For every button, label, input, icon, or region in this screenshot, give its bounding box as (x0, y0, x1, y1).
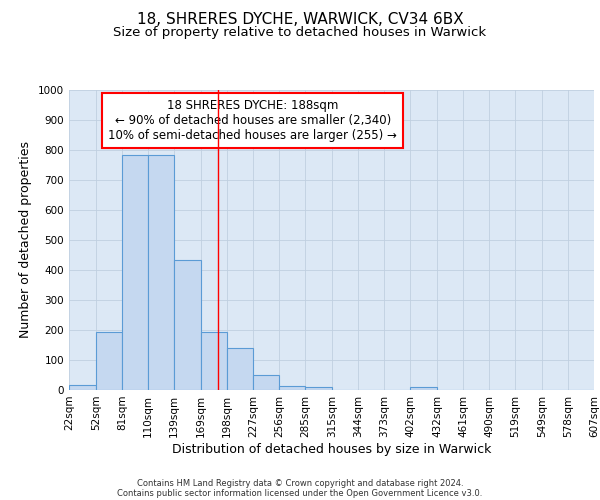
Bar (279, 386, 305, 390)
Bar (201, 332, 227, 390)
Bar (122, 154, 148, 390)
X-axis label: Distribution of detached houses by size in Warwick: Distribution of detached houses by size … (172, 442, 491, 456)
Bar (96, 332, 122, 390)
Text: Contains HM Land Registry data © Crown copyright and database right 2024.: Contains HM Land Registry data © Crown c… (137, 478, 463, 488)
Text: 18, SHRERES DYCHE, WARWICK, CV34 6BX: 18, SHRERES DYCHE, WARWICK, CV34 6BX (137, 12, 463, 28)
Bar (305, 386, 332, 390)
Bar (410, 387, 437, 390)
Bar (227, 348, 253, 390)
Bar (174, 260, 201, 390)
Bar (253, 375, 279, 390)
Text: Size of property relative to detached houses in Warwick: Size of property relative to detached ho… (113, 26, 487, 39)
Bar (148, 154, 174, 390)
Text: Contains public sector information licensed under the Open Government Licence v3: Contains public sector information licen… (118, 488, 482, 498)
Text: 18 SHRERES DYCHE: 188sqm
← 90% of detached houses are smaller (2,340)
10% of sem: 18 SHRERES DYCHE: 188sqm ← 90% of detach… (109, 99, 397, 142)
Y-axis label: Number of detached properties: Number of detached properties (19, 142, 32, 338)
Bar (69, 384, 96, 390)
